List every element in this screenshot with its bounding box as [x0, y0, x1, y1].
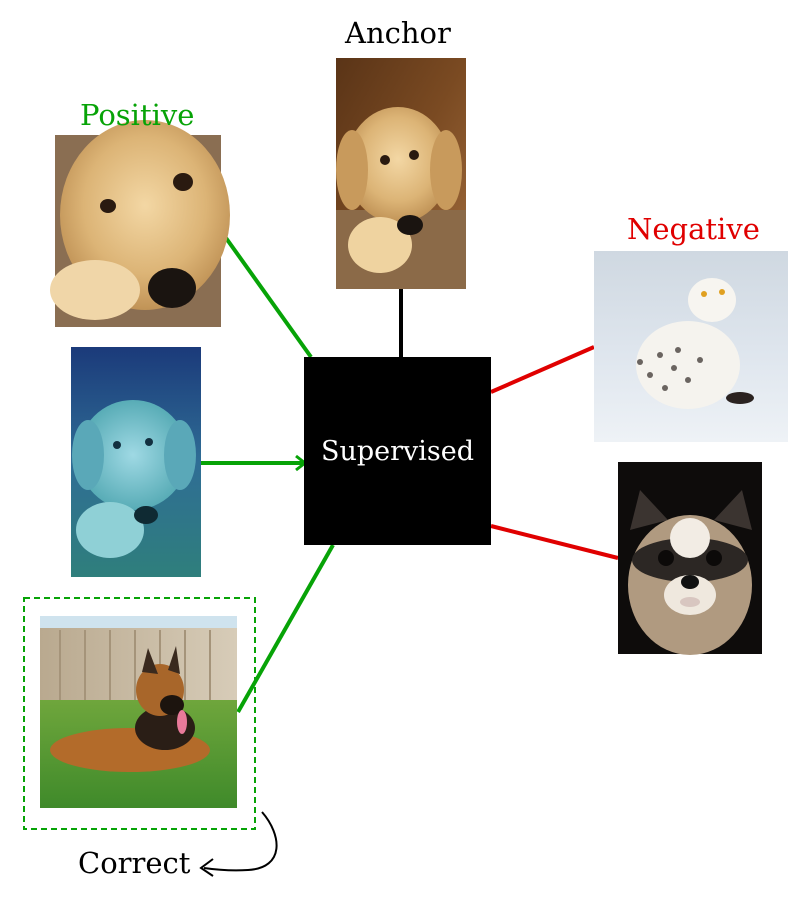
- positive-image-2: [71, 347, 201, 577]
- negative-connector-1: [490, 345, 595, 394]
- negative-label: Negative: [627, 212, 760, 246]
- anchor-label: Anchor: [345, 16, 451, 50]
- negative-image-2: [618, 462, 762, 655]
- supervised-label: Supervised: [320, 435, 475, 467]
- correct-arrow: [203, 811, 278, 872]
- correct-arrowhead: [199, 858, 214, 877]
- positive-connector-1: [219, 229, 313, 359]
- negative-connector-2: [490, 524, 619, 560]
- positive-image-3: [40, 616, 237, 808]
- positive-label: Positive: [80, 98, 195, 132]
- positive-image-1: [50, 120, 230, 327]
- correct-label: Correct: [78, 846, 191, 880]
- correct-dashed-frame: [23, 597, 256, 830]
- anchor-image: [336, 58, 466, 289]
- negative-image-1: [594, 251, 788, 442]
- supervised-box: [304, 357, 491, 545]
- positive-connector-3: [236, 544, 335, 713]
